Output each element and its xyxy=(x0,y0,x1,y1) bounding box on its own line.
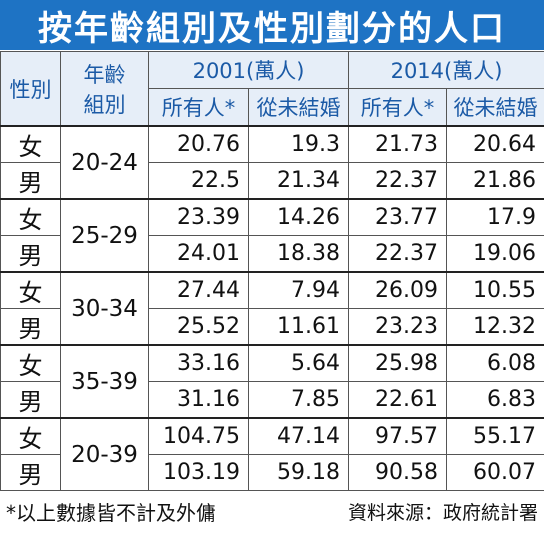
sex-cell: 男 xyxy=(0,381,61,419)
sex-cell: 女 xyxy=(0,271,61,309)
sex-cell: 男 xyxy=(0,162,61,200)
footnote: *以上數據皆不計及外傭 xyxy=(6,500,216,525)
table-row: 男 31.16 7.85 22.61 6.83 xyxy=(0,381,544,419)
value-2014-never-married: 10.55 xyxy=(446,271,544,309)
value-2014-never-married: 6.08 xyxy=(446,344,544,382)
header-2014-all: 所有人* xyxy=(348,88,447,127)
table-row: 女 30-34 27.44 7.94 26.09 10.55 xyxy=(0,271,544,346)
table-row: 女 20-39 104.75 47.14 97.57 55.17 xyxy=(0,417,544,491)
table-row: 男 103.19 59.18 90.58 60.07 xyxy=(0,454,544,491)
value-2001-all: 103.19 xyxy=(148,454,249,491)
header-sex: 性別 xyxy=(0,51,61,127)
header-year-2001: 2001(萬人) xyxy=(148,51,349,89)
age-group-cell: 35-39 xyxy=(60,344,149,419)
value-2014-never-married: 60.07 xyxy=(446,454,544,491)
value-2001-all: 20.76 xyxy=(148,125,249,163)
value-2014-never-married: 17.9 xyxy=(446,198,544,236)
age-group-cell: 25-29 xyxy=(60,198,149,273)
value-2014-all: 21.73 xyxy=(348,125,447,163)
value-2001-never-married: 19.3 xyxy=(248,125,349,163)
value-2001-all: 31.16 xyxy=(148,381,249,419)
population-table: 性別 年齡 組別 2001(萬人) 2014(萬人) 所有人* 從未結婚 所有人… xyxy=(0,51,544,491)
value-2001-all: 104.75 xyxy=(148,417,249,455)
sex-cell: 女 xyxy=(0,417,61,455)
value-2014-never-married: 21.86 xyxy=(446,162,544,200)
value-2014-all: 22.37 xyxy=(348,162,447,200)
value-2001-never-married: 14.26 xyxy=(248,198,349,236)
table-row: 女 35-39 33.16 5.64 25.98 6.08 xyxy=(0,344,544,419)
value-2014-never-married: 20.64 xyxy=(446,125,544,163)
value-2001-all: 27.44 xyxy=(148,271,249,309)
table-row: 女 25-29 23.39 14.26 23.77 17.9 xyxy=(0,198,544,273)
header-age-line1: 年齡 xyxy=(83,62,126,87)
sex-cell: 男 xyxy=(0,454,61,491)
header-2001-never-married: 從未結婚 xyxy=(248,88,349,127)
value-2001-never-married: 11.61 xyxy=(248,308,349,346)
age-group-cell: 20-24 xyxy=(60,125,149,200)
sex-cell: 女 xyxy=(0,344,61,382)
age-group-cell: 20-39 xyxy=(60,417,149,491)
sex-cell: 女 xyxy=(0,198,61,236)
value-2014-all: 22.61 xyxy=(348,381,447,419)
value-2001-never-married: 7.94 xyxy=(248,271,349,309)
table-row: 男 25.52 11.61 23.23 12.32 xyxy=(0,308,544,346)
value-2001-never-married: 59.18 xyxy=(248,454,349,491)
value-2001-all: 25.52 xyxy=(148,308,249,346)
value-2014-never-married: 12.32 xyxy=(446,308,544,346)
value-2014-never-married: 19.06 xyxy=(446,235,544,273)
header-year-2014: 2014(萬人) xyxy=(348,51,544,89)
page-title: 按年齡組別及性別劃分的人口 xyxy=(0,0,544,50)
value-2014-all: 25.98 xyxy=(348,344,447,382)
value-2001-all: 33.16 xyxy=(148,344,249,382)
sex-cell: 男 xyxy=(0,235,61,273)
value-2001-never-married: 47.14 xyxy=(248,417,349,455)
source-note: 資料來源：政府統計署 xyxy=(347,501,538,524)
value-2001-never-married: 7.85 xyxy=(248,381,349,419)
value-2014-all: 97.57 xyxy=(348,417,447,455)
value-2001-never-married: 21.34 xyxy=(248,162,349,200)
header-age-line2: 組別 xyxy=(83,92,126,117)
value-2014-never-married: 6.83 xyxy=(446,381,544,419)
header-2001-all: 所有人* xyxy=(148,88,249,127)
sex-cell: 女 xyxy=(0,125,61,163)
value-2014-all: 23.77 xyxy=(348,198,447,236)
value-2001-never-married: 5.64 xyxy=(248,344,349,382)
table-row: 女 20-24 20.76 19.3 21.73 20.64 xyxy=(0,125,544,200)
value-2014-all: 90.58 xyxy=(348,454,447,491)
age-group-cell: 30-34 xyxy=(60,271,149,346)
sex-cell: 男 xyxy=(0,308,61,346)
value-2001-all: 24.01 xyxy=(148,235,249,273)
header-2014-never-married: 從未結婚 xyxy=(446,88,544,127)
value-2001-never-married: 18.38 xyxy=(248,235,349,273)
value-2014-all: 23.23 xyxy=(348,308,447,346)
value-2001-all: 22.5 xyxy=(148,162,249,200)
header-age-group: 年齡 組別 xyxy=(60,51,149,127)
table-row: 男 24.01 18.38 22.37 19.06 xyxy=(0,235,544,273)
value-2001-all: 23.39 xyxy=(148,198,249,236)
value-2014-all: 26.09 xyxy=(348,271,447,309)
value-2014-all: 22.37 xyxy=(348,235,447,273)
value-2014-never-married: 55.17 xyxy=(446,417,544,455)
footer-notes: *以上數據皆不計及外傭 資料來源：政府統計署 xyxy=(6,493,538,529)
